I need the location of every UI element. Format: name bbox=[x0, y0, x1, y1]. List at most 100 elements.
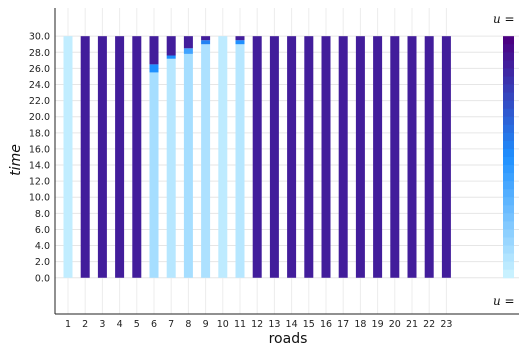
x-tick-label: 7 bbox=[168, 319, 174, 330]
y-tick-label: 4.0 bbox=[35, 241, 50, 252]
colorbar-step bbox=[503, 156, 514, 166]
x-tick-label: 2 bbox=[82, 319, 88, 330]
road-19-segment bbox=[373, 36, 383, 278]
road-12-segment bbox=[252, 36, 262, 278]
y-tick-label: 24.0 bbox=[29, 80, 50, 91]
colorbar-step bbox=[503, 100, 514, 110]
road-6-segment bbox=[149, 64, 159, 73]
colorbar-step bbox=[503, 221, 514, 230]
colorbar-top-label: u = 1 bbox=[493, 12, 519, 26]
colorbar-step bbox=[503, 52, 514, 61]
y-tick-label: 6.0 bbox=[35, 225, 50, 236]
axes bbox=[54, 8, 519, 315]
colorbar-step bbox=[503, 76, 514, 85]
colorbar-step bbox=[503, 116, 514, 126]
x-tick-label: 16 bbox=[320, 319, 332, 330]
x-tick-label: 13 bbox=[268, 319, 280, 330]
road-11-segment bbox=[235, 40, 245, 45]
x-tick-label: 20 bbox=[389, 319, 401, 330]
road-13-segment bbox=[269, 36, 279, 278]
road-21-segment bbox=[407, 36, 417, 278]
colorbar-step bbox=[503, 173, 514, 182]
colorbar-step bbox=[503, 84, 514, 94]
road-2-segment bbox=[80, 36, 90, 278]
colorbar bbox=[503, 36, 514, 279]
road-6-segment bbox=[149, 72, 159, 278]
y-tick-label: 14.0 bbox=[29, 161, 50, 172]
y-tick-label: 26.0 bbox=[29, 64, 50, 75]
road-14-segment bbox=[287, 36, 297, 278]
colorbar-step bbox=[503, 60, 514, 69]
colorbar-step bbox=[503, 108, 514, 118]
colorbar-step bbox=[503, 132, 514, 142]
x-tick-label: 17 bbox=[337, 319, 349, 330]
x-tick-label: 4 bbox=[117, 319, 123, 330]
road-7-segment bbox=[166, 58, 176, 278]
road-16-segment bbox=[321, 36, 331, 278]
colorbar-step bbox=[503, 140, 514, 150]
road-11-segment bbox=[235, 44, 245, 278]
road-7-segment bbox=[166, 55, 176, 59]
road-5-segment bbox=[132, 36, 142, 278]
y-tick-label: 0.0 bbox=[35, 273, 50, 284]
road-15-segment bbox=[304, 36, 314, 278]
road-17-segment bbox=[338, 36, 348, 278]
x-tick-label: 5 bbox=[134, 319, 140, 330]
x-tick-label: 8 bbox=[185, 319, 191, 330]
colorbar-step bbox=[503, 245, 514, 255]
road-9-segment bbox=[201, 36, 211, 41]
colorbar-step bbox=[503, 237, 514, 247]
x-tick-label: 3 bbox=[99, 319, 105, 330]
colorbar-step bbox=[503, 261, 514, 271]
y-tick-label: 30.0 bbox=[29, 32, 50, 43]
colorbar-step bbox=[503, 189, 514, 198]
colorbar-step bbox=[503, 269, 514, 279]
colorbar-step bbox=[503, 197, 514, 206]
road-1-segment bbox=[63, 36, 73, 278]
x-tick-label: 6 bbox=[151, 319, 157, 330]
road-bars bbox=[63, 36, 451, 278]
colorbar-step bbox=[503, 253, 514, 263]
y-tick-label: 20.0 bbox=[29, 112, 50, 123]
road-6-segment bbox=[149, 36, 159, 65]
colorbar-step bbox=[503, 181, 514, 190]
road-8-segment bbox=[183, 48, 193, 54]
y-axis-label: time bbox=[8, 144, 24, 176]
tick-labels: 0.0 2.0 4.0 6.0 8.0 10.0 12.0 14.0 16.0 18.0 20.0 2… bbox=[29, 32, 453, 330]
colorbar-step bbox=[503, 148, 514, 158]
x-tick-label: 19 bbox=[372, 319, 384, 330]
road-7-segment bbox=[166, 36, 176, 56]
road-8-segment bbox=[183, 53, 193, 278]
road-9-segment bbox=[201, 44, 211, 278]
x-tick-label: 21 bbox=[406, 319, 418, 330]
y-tick-label: 10.0 bbox=[29, 193, 50, 204]
road-9-segment bbox=[201, 40, 211, 45]
x-tick-label: 14 bbox=[286, 319, 298, 330]
y-tick-label: 8.0 bbox=[35, 209, 50, 220]
road-22-segment bbox=[424, 36, 434, 278]
road-3-segment bbox=[97, 36, 107, 278]
x-tick-label: 18 bbox=[354, 319, 366, 330]
colorbar-step bbox=[503, 36, 514, 45]
road-10-segment bbox=[218, 36, 228, 278]
x-tick-label: 15 bbox=[303, 319, 315, 330]
y-tick-label: 18.0 bbox=[29, 128, 50, 139]
colorbar-step bbox=[503, 124, 514, 134]
colorbar-step bbox=[503, 44, 514, 53]
x-tick-label: 10 bbox=[217, 319, 229, 330]
y-tick-label: 16.0 bbox=[29, 144, 50, 155]
y-tick-label: 22.0 bbox=[29, 96, 50, 107]
colorbar-step bbox=[503, 68, 514, 77]
x-tick-label: 12 bbox=[251, 319, 263, 330]
x-tick-label: 1 bbox=[65, 319, 71, 330]
x-tick-label: 11 bbox=[234, 319, 246, 330]
y-tick-label: 28.0 bbox=[29, 48, 50, 59]
colorbar-step bbox=[503, 213, 514, 222]
road-23-segment bbox=[441, 36, 451, 278]
colorbar-step bbox=[503, 229, 514, 238]
road-4-segment bbox=[115, 36, 125, 278]
x-tick-label: 22 bbox=[423, 319, 435, 330]
road-11-segment bbox=[235, 36, 245, 41]
x-tick-label: 23 bbox=[440, 319, 452, 330]
colorbar-step bbox=[503, 92, 514, 102]
